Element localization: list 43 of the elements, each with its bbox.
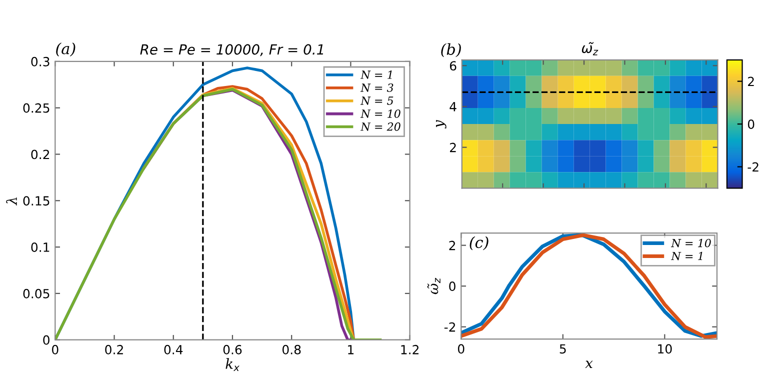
x-axis-title: k$_{x}$: [226, 358, 240, 372]
text: (a): [56, 42, 76, 56]
annotation: (c): [470, 236, 488, 250]
x-tick-label: 5: [560, 344, 566, 354]
y-tick-label: 0: [43, 335, 50, 345]
legend-label: N = 3: [360, 84, 394, 92]
y-tick-label: 0.3: [31, 56, 50, 66]
y-tick-label: -2: [444, 322, 456, 332]
y-tick-label: 0.2: [31, 150, 50, 160]
y-tick-label: 0.15: [23, 196, 50, 206]
y-tick-label: 6: [450, 61, 456, 71]
color-bar-label: 0: [748, 120, 754, 129]
legend-label: N = 1: [670, 252, 702, 260]
legend-label: N = 5: [360, 96, 394, 105]
x-tick-label: 0.2: [105, 344, 123, 354]
color-bar-label: 2: [748, 76, 754, 86]
y-tick-label: 2: [449, 240, 456, 250]
y-axis-title: ω̃$_{z}$: [427, 278, 440, 294]
x-tick-label: 1.2: [401, 344, 418, 354]
y-tick-label: 4: [450, 102, 456, 112]
y-tick-label: 0.1: [31, 242, 50, 252]
text: (b): [441, 43, 461, 58]
y-tick-label: 0: [449, 282, 456, 292]
y-tick-label: 0.05: [23, 288, 50, 298]
legend-label: N = 20: [360, 122, 400, 131]
legend-label: N = 10: [360, 109, 400, 118]
legend-label: N = 1: [360, 70, 392, 79]
chart-title: ω̃$_{z}$: [582, 42, 598, 56]
y-tick-label: 0.25: [23, 103, 50, 113]
x-axis-title: x: [585, 360, 593, 368]
text: N = 10: [670, 238, 711, 248]
x-tick-label: 1: [348, 345, 354, 354]
x-tick-label: 10: [658, 344, 672, 354]
x-tick-label: 0: [52, 344, 58, 354]
x-tick-label: 0: [458, 344, 464, 354]
x-tick-label: 0.4: [164, 344, 183, 354]
y-axis-title: λ: [6, 198, 17, 206]
chart-title: Re = Pe = 10000, Fr = 0.1: [140, 44, 324, 56]
x-tick-label: 0.8: [282, 344, 301, 354]
y-tick-label: 2: [450, 142, 456, 152]
y-axis-title: y: [436, 120, 446, 128]
x-tick-label: 0.6: [223, 344, 242, 354]
color-bar-label: -2: [748, 162, 758, 172]
